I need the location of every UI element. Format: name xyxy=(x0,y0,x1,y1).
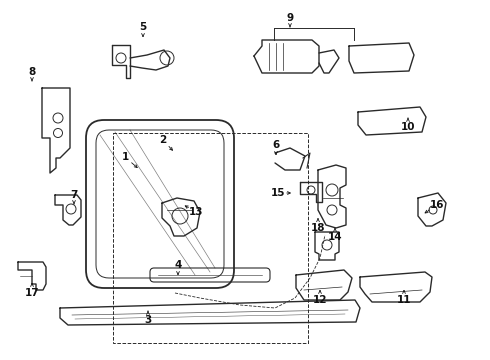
Bar xyxy=(113,133,308,343)
Text: 2: 2 xyxy=(159,135,167,145)
Text: 18: 18 xyxy=(311,223,325,233)
Text: 17: 17 xyxy=(24,288,39,298)
Text: 11: 11 xyxy=(397,295,411,305)
Text: 3: 3 xyxy=(145,315,151,325)
Text: 10: 10 xyxy=(401,122,415,132)
Text: 16: 16 xyxy=(430,200,444,210)
Text: 5: 5 xyxy=(139,22,147,32)
Text: 9: 9 xyxy=(287,13,294,23)
Text: 8: 8 xyxy=(28,67,36,77)
Text: 7: 7 xyxy=(70,190,78,200)
Text: 1: 1 xyxy=(122,152,129,162)
Text: 12: 12 xyxy=(313,295,327,305)
Text: 4: 4 xyxy=(174,260,182,270)
Text: 15: 15 xyxy=(271,188,285,198)
Text: 14: 14 xyxy=(328,232,343,242)
Text: 13: 13 xyxy=(189,207,203,217)
Text: 6: 6 xyxy=(272,140,280,150)
